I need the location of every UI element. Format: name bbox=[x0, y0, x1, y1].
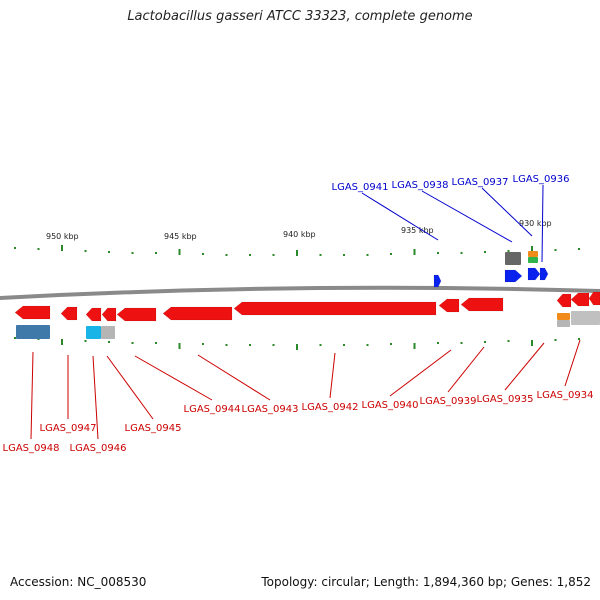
gene-label[interactable]: LGAS_0943 bbox=[242, 404, 299, 415]
feature-box bbox=[86, 326, 101, 339]
reverse-gene-arrow[interactable] bbox=[570, 292, 590, 307]
scale-label: 950 kbp bbox=[46, 232, 79, 241]
accession-label: Accession: NC_008530 bbox=[10, 575, 147, 589]
feature-box bbox=[557, 320, 570, 327]
gene-label[interactable]: LGAS_0939 bbox=[420, 396, 477, 407]
scale-label: 940 kbp bbox=[283, 230, 316, 239]
gene-label[interactable]: LGAS_0934 bbox=[537, 390, 594, 401]
reverse-gene-arrow[interactable] bbox=[101, 307, 117, 322]
feature-box bbox=[528, 251, 538, 257]
callout-line bbox=[447, 346, 485, 393]
callout-line bbox=[421, 190, 513, 243]
gene-label[interactable]: LGAS_0937 bbox=[452, 177, 509, 188]
callout-line bbox=[361, 192, 439, 241]
callout-line bbox=[197, 354, 271, 401]
callout-line bbox=[564, 339, 581, 387]
callout-line bbox=[504, 342, 545, 391]
scale-label: 935 kbp bbox=[401, 226, 434, 235]
reverse-gene-arrow[interactable] bbox=[60, 306, 78, 321]
genome-title: Lactobacillus gasseri ATCC 33323, comple… bbox=[127, 9, 473, 24]
gene-label[interactable]: LGAS_0945 bbox=[125, 423, 182, 434]
forward-gene-arrow[interactable] bbox=[539, 267, 549, 281]
reverse-gene-arrow[interactable] bbox=[14, 305, 51, 320]
forward-gene-arrow[interactable] bbox=[527, 267, 541, 281]
reverse-gene-arrow[interactable] bbox=[556, 293, 572, 308]
reverse-gene-arrow[interactable] bbox=[438, 298, 460, 313]
gene-label[interactable]: LGAS_0948 bbox=[3, 443, 60, 454]
forward-gene-arrow[interactable] bbox=[433, 274, 442, 288]
callout-line bbox=[481, 187, 533, 237]
gene-label[interactable]: LGAS_0940 bbox=[362, 400, 419, 411]
gene-label[interactable]: LGAS_0935 bbox=[477, 394, 534, 405]
scale-label: 930 kbp bbox=[519, 219, 552, 228]
gene-label[interactable]: LGAS_0941 bbox=[332, 182, 389, 193]
reverse-gene-arrow[interactable] bbox=[460, 297, 504, 312]
feature-box bbox=[101, 326, 115, 339]
callout-line bbox=[329, 352, 336, 399]
callout-line bbox=[106, 355, 154, 420]
feature-box bbox=[16, 325, 50, 339]
forward-gene-arrow[interactable] bbox=[504, 269, 523, 283]
gene-label[interactable]: LGAS_0942 bbox=[302, 402, 359, 413]
callout-line bbox=[389, 349, 452, 397]
callout-line bbox=[134, 355, 213, 401]
feature-boxes bbox=[16, 251, 600, 339]
feature-box bbox=[571, 311, 600, 325]
callout-line bbox=[30, 351, 34, 440]
gene-label[interactable]: LGAS_0947 bbox=[40, 423, 97, 434]
feature-box bbox=[528, 257, 538, 263]
callouts: LGAS_0941 LGAS_0938 LGAS_0937 LGAS_0936 LGAS… bbox=[3, 174, 594, 454]
callout-line bbox=[541, 184, 544, 263]
callout-line bbox=[92, 355, 99, 440]
gene-label[interactable]: LGAS_0946 bbox=[70, 443, 127, 454]
genome-backbone bbox=[0, 285, 600, 300]
reverse-gene-arrow[interactable] bbox=[588, 291, 600, 306]
reverse-gene-arrow[interactable] bbox=[85, 307, 102, 322]
reverse-gene-arrow[interactable] bbox=[233, 301, 437, 316]
feature-box bbox=[505, 252, 521, 265]
gene-label[interactable]: LGAS_0936 bbox=[513, 174, 570, 185]
feature-box bbox=[557, 313, 570, 320]
reverse-gene-arrow[interactable] bbox=[162, 306, 233, 321]
ticks-top bbox=[14, 245, 580, 256]
genes bbox=[14, 267, 600, 322]
genome-summary: Topology: circular; Length: 1,894,360 bp… bbox=[261, 575, 591, 589]
scale-labels: 950 kbp 945 kbp 940 kbp 935 kbp 930 kbp bbox=[46, 219, 552, 241]
scale-label: 945 kbp bbox=[164, 232, 197, 241]
gene-label[interactable]: LGAS_0938 bbox=[392, 180, 449, 191]
gene-label[interactable]: LGAS_0944 bbox=[184, 404, 241, 415]
reverse-gene-arrow[interactable] bbox=[116, 307, 157, 322]
ticks-bottom bbox=[14, 337, 580, 350]
